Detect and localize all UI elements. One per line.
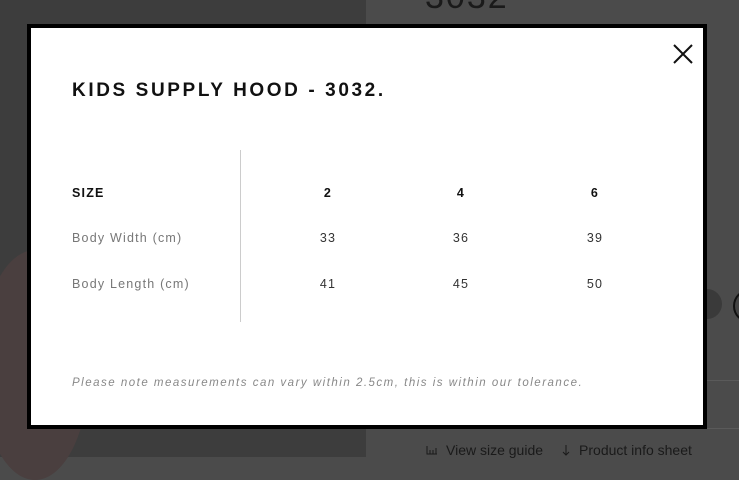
- size-header-value: 6: [590, 186, 600, 200]
- table-cell: 50: [586, 277, 604, 291]
- size-header-value: 4: [456, 186, 466, 200]
- size-guide-modal: KIDS SUPPLY HOOD - 3032. SIZE 2 4 6 Body…: [27, 24, 707, 429]
- table-cell: 39: [586, 231, 604, 245]
- download-arrow-icon: [562, 445, 570, 456]
- close-icon[interactable]: [671, 42, 695, 66]
- size-header-value: 2: [323, 186, 333, 200]
- product-links: View size guide Product info sheet: [426, 442, 692, 458]
- table-cell: 36: [452, 231, 470, 245]
- size-header-label: SIZE: [72, 186, 105, 200]
- table-cell: 41: [319, 277, 337, 291]
- view-size-guide-label: View size guide: [446, 442, 544, 458]
- tolerance-note: Please note measurements can vary within…: [72, 377, 584, 389]
- product-title: 3032: [425, 0, 509, 17]
- table-cell: 33: [319, 231, 337, 245]
- row-label-body-width: Body Width (cm): [72, 231, 183, 245]
- table-cell: 45: [452, 277, 470, 291]
- product-info-sheet-label: Product info sheet: [579, 442, 692, 458]
- row-label-body-length: Body Length (cm): [72, 277, 190, 291]
- color-swatch-selected[interactable]: [733, 289, 739, 323]
- product-info-sheet-link[interactable]: Product info sheet: [561, 442, 692, 458]
- column-divider: [240, 150, 241, 322]
- modal-title: KIDS SUPPLY HOOD - 3032.: [72, 80, 386, 101]
- view-size-guide-link[interactable]: View size guide: [426, 442, 543, 458]
- ruler-icon: [426, 446, 437, 455]
